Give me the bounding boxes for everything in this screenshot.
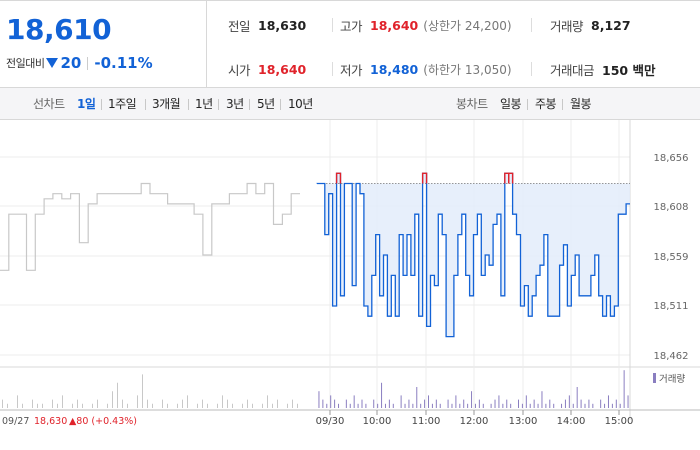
current-price-box: 18,610 전일대비 20 -0.11%: [0, 1, 207, 88]
current-price: 18,610: [6, 13, 112, 46]
down-arrow-icon: [46, 58, 59, 68]
y-tick-label: 18,656: [654, 153, 689, 164]
change-percent: -0.11%: [94, 54, 153, 72]
y-tick-label: 18,511: [654, 301, 689, 312]
prev-day-close: 18,630: [34, 416, 67, 427]
divider: [531, 62, 532, 76]
period-1y[interactable]: 1년: [195, 97, 213, 111]
divider: [145, 99, 146, 110]
stat-sub: (하한가 13,050): [423, 63, 512, 77]
chart-toolbar: 선차트 1일 1주일 3개월 1년 3년 5년 10년 봉차트 일봉 주봉 월봉: [0, 88, 700, 120]
x-tick-label: 09/30: [316, 416, 345, 427]
x-tick-label: 13:00: [509, 416, 538, 427]
change-amount: 20: [60, 54, 82, 72]
stat-value: 150 백만: [602, 63, 656, 78]
stat-sub: (상한가 24,200): [423, 19, 512, 33]
divider: [527, 99, 528, 110]
stats-panel: 전일 18,630 고가 18,640 (상한가 24,200) 거래량 8,1…: [208, 1, 700, 88]
stat-label: 저가: [340, 63, 363, 78]
volume-legend-label: 거래량: [659, 373, 685, 385]
y-tick-label: 18,608: [654, 202, 689, 213]
stat-trade-value: 거래대금 150 백만: [550, 60, 655, 79]
volume-legend-swatch: [653, 373, 656, 383]
divider: [562, 99, 563, 110]
stat-value: 18,630: [258, 18, 307, 33]
divider: [280, 99, 281, 110]
volume-bars: [2, 370, 629, 408]
period-1d[interactable]: 1일: [77, 97, 96, 111]
candle-daily[interactable]: 일봉: [500, 97, 522, 111]
price-chart: 18,656 18,608 18,559 18,511 18,462 09/30 10:0…: [0, 120, 700, 427]
y-tick-label: 18,559: [654, 252, 689, 263]
period-1w[interactable]: 1주일: [108, 97, 137, 111]
divider: [188, 99, 189, 110]
prev-day-summary: 09/27 18,630 ▲80 (+0.43%): [2, 416, 137, 427]
x-tick-label: 11:00: [412, 416, 441, 427]
stat-label: 고가: [340, 19, 363, 34]
period-3y[interactable]: 3년: [226, 97, 244, 111]
x-tick-label: 12:00: [460, 416, 489, 427]
stat-volume: 거래량 8,127: [550, 16, 631, 35]
divider: [101, 99, 102, 110]
stat-label: 시가: [228, 63, 251, 78]
divider: [531, 18, 532, 32]
high-marker: [421, 172, 428, 184]
x-axis-ticks: 09/30 10:00 11:00 12:00 13:00 14:00 15:00: [316, 410, 634, 427]
period-3m[interactable]: 3개월: [152, 97, 181, 111]
divider: [218, 99, 219, 110]
stat-label: 거래량: [550, 19, 584, 34]
high-marker: [508, 172, 514, 184]
y-tick-label: 18,462: [654, 351, 689, 362]
series-line-today: [316, 172, 630, 338]
stat-high: 고가 18,640 (상한가 24,200): [340, 16, 512, 35]
divider: [332, 18, 333, 32]
candle-chart-label: 봉차트: [456, 97, 488, 111]
prev-day-date: 09/27: [2, 416, 29, 427]
stat-value: 18,640: [370, 18, 419, 33]
x-tick-label: 10:00: [363, 416, 392, 427]
stat-value: 18,640: [258, 62, 307, 77]
stat-low: 저가 18,480 (하한가 13,050): [340, 60, 512, 79]
stat-prev-close: 전일 18,630: [228, 16, 306, 35]
stat-open: 시가 18,640: [228, 60, 306, 79]
y-axis-ticks: 18,656 18,608 18,559 18,511 18,462: [654, 153, 689, 362]
candle-monthly[interactable]: 월봉: [570, 97, 592, 111]
change-label: 전일대비: [6, 57, 45, 70]
period-10y[interactable]: 10년: [288, 97, 313, 111]
high-marker: [335, 172, 342, 184]
volume-legend: 거래량: [653, 373, 685, 385]
stat-label: 전일: [228, 19, 251, 34]
divider: [249, 99, 250, 110]
stat-label: 거래대금: [550, 63, 595, 78]
x-tick-label: 14:00: [557, 416, 586, 427]
period-5y[interactable]: 5년: [257, 97, 275, 111]
x-tick-label: 15:00: [605, 416, 634, 427]
change-row: 전일대비 20 -0.11%: [6, 54, 153, 72]
stat-value: 18,480: [370, 62, 419, 77]
candle-weekly[interactable]: 주봉: [535, 97, 557, 111]
series-line-prev-day: [0, 182, 300, 271]
prev-day-change: ▲80 (+0.43%): [69, 416, 137, 427]
high-markers: [335, 172, 514, 184]
divider: [87, 56, 89, 70]
stat-value: 8,127: [591, 18, 631, 33]
line-chart-label: 선차트: [33, 97, 65, 111]
quote-header: 18,610 전일대비 20 -0.11% 전일 18,630 고가 18,64…: [0, 0, 700, 88]
divider: [332, 62, 333, 76]
